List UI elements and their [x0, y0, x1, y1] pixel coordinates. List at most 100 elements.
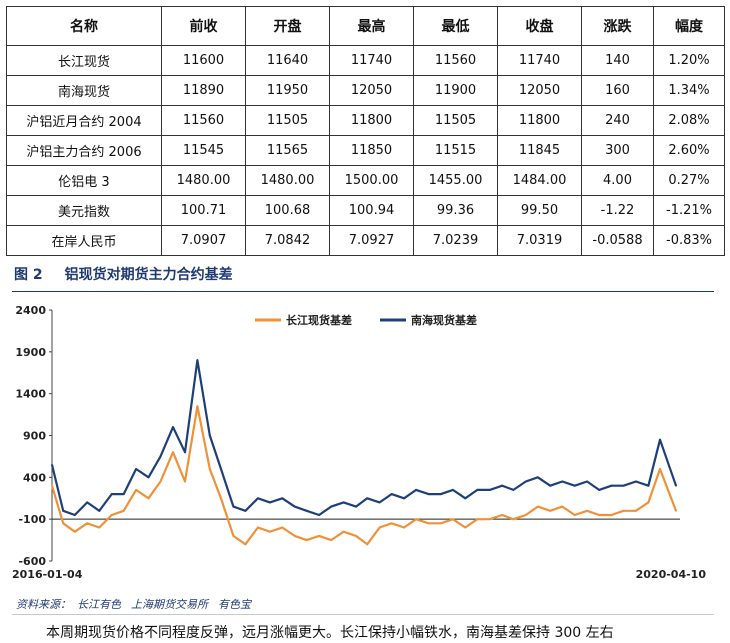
y-tick-label: 2400 [15, 304, 46, 317]
data-point [366, 543, 369, 546]
data-point [403, 497, 405, 500]
data-point [232, 535, 235, 537]
table-header-row: 名称 前收 开盘 最高 最低 收盘 涨跌 幅度 [6, 6, 725, 46]
table-cell: 12050 [497, 75, 582, 106]
data-point [232, 505, 235, 508]
header-prev-close: 前收 [161, 6, 246, 46]
legend-label: 南海现货基差 [411, 313, 477, 327]
data-point [196, 405, 199, 408]
table-cell: 11800 [497, 105, 582, 136]
table-row: 南海现货 11890 11950 12050 11900 12050 160 1.34% [6, 75, 725, 106]
data-point [586, 480, 588, 483]
data-point [147, 476, 150, 479]
table-cell: 1455.00 [413, 165, 498, 196]
data-point [355, 535, 357, 537]
table-cell: 100.94 [329, 195, 414, 226]
data-point [549, 484, 552, 487]
table-cell: 100.71 [161, 195, 246, 226]
data-point [318, 535, 320, 537]
data-point [330, 539, 333, 541]
data-point [172, 426, 174, 428]
table-cell: 7.0927 [329, 225, 414, 256]
row-name-cell: 美元指数 [6, 195, 162, 226]
data-point [184, 480, 186, 483]
data-point [122, 509, 125, 512]
table-cell: -0.0588 [581, 225, 654, 256]
summary-text: 本周期现货价格不同程度反弹，远月涨幅更大。长江保持小幅铁水，南海基差保持 300… [46, 625, 614, 641]
data-point [51, 463, 53, 466]
row-name-cell: 沪铝主力合约 2006 [6, 135, 162, 166]
data-point [635, 480, 637, 483]
table-cell: 7.0842 [245, 225, 330, 256]
data-point [464, 497, 467, 500]
header-close: 收盘 [497, 6, 582, 46]
table-cell: 1484.00 [497, 165, 582, 196]
figure-title-rule [12, 291, 714, 292]
data-point [561, 505, 564, 508]
x-tick-label: 2016-01-04 [12, 568, 83, 581]
table-cell: 11740 [497, 45, 582, 76]
row-name-cell: 南海现货 [6, 75, 162, 106]
source-label: 资料来源： [16, 598, 71, 611]
table-row: 长江现货 11600 11640 11740 11560 11740 140 1.20% [6, 45, 725, 76]
data-point [573, 484, 576, 487]
data-point [305, 509, 308, 512]
table-cell: 11565 [245, 135, 330, 166]
data-point [524, 514, 527, 516]
data-point [293, 535, 296, 537]
data-point [675, 509, 677, 512]
data-point [110, 514, 113, 516]
data-point [501, 484, 504, 487]
data-point [635, 509, 637, 512]
data-point [159, 455, 162, 458]
figure-title: 图 2 铝现货对期货主力合约基差 [14, 264, 233, 284]
data-point [598, 514, 600, 516]
table-cell: 0.27% [653, 165, 725, 196]
series-line-changjiang [50, 405, 678, 546]
table-cell: 11560 [161, 105, 246, 136]
data-point [488, 489, 491, 491]
data-point [659, 438, 661, 441]
table-cell: 1.34% [653, 75, 725, 106]
table-row: 沪铝主力合约 2006 11545 11565 11850 11515 11845 300 2… [6, 135, 725, 166]
data-point [573, 514, 576, 516]
header-low: 最低 [413, 6, 498, 46]
price-table: 名称 前收 开盘 最高 最低 收盘 涨跌 幅度 长江现货 11600 11640 11… [6, 6, 725, 256]
data-point [561, 480, 564, 483]
data-point [536, 505, 539, 508]
table-cell: 1480.00 [161, 165, 246, 196]
data-point [196, 359, 199, 362]
data-point [51, 484, 53, 487]
y-tick-label: -600 [18, 555, 46, 568]
table-cell: 240 [581, 105, 654, 136]
table-cell: 11505 [245, 105, 330, 136]
data-point [342, 530, 345, 533]
table-cell: 11515 [413, 135, 498, 166]
data-point [622, 509, 625, 512]
data-point [675, 484, 677, 487]
table-row: 在岸人民币 7.0907 7.0842 7.0927 7.0239 7.0319 -0.05… [6, 225, 725, 256]
data-point [122, 493, 125, 495]
table-cell: 2.60% [653, 135, 725, 166]
data-point [378, 526, 381, 529]
data-point [330, 505, 333, 508]
table-cell: 160 [581, 75, 654, 106]
row-name-cell: 伦铝电 3 [6, 165, 162, 196]
data-point [536, 476, 539, 479]
data-point [501, 514, 504, 516]
table-cell: 100.68 [245, 195, 330, 226]
data-point [281, 526, 284, 529]
table-cell: 11890 [161, 75, 246, 106]
data-point [184, 451, 186, 454]
bottom-rule [12, 614, 714, 615]
data-point [208, 434, 211, 437]
data-point [659, 468, 661, 470]
table-cell: 300 [581, 135, 654, 166]
data-point [318, 514, 320, 516]
data-point [220, 468, 222, 470]
table-cell: 11560 [413, 45, 498, 76]
data-point [257, 497, 259, 500]
data-point [269, 530, 271, 533]
table-cell: 11505 [413, 105, 498, 136]
